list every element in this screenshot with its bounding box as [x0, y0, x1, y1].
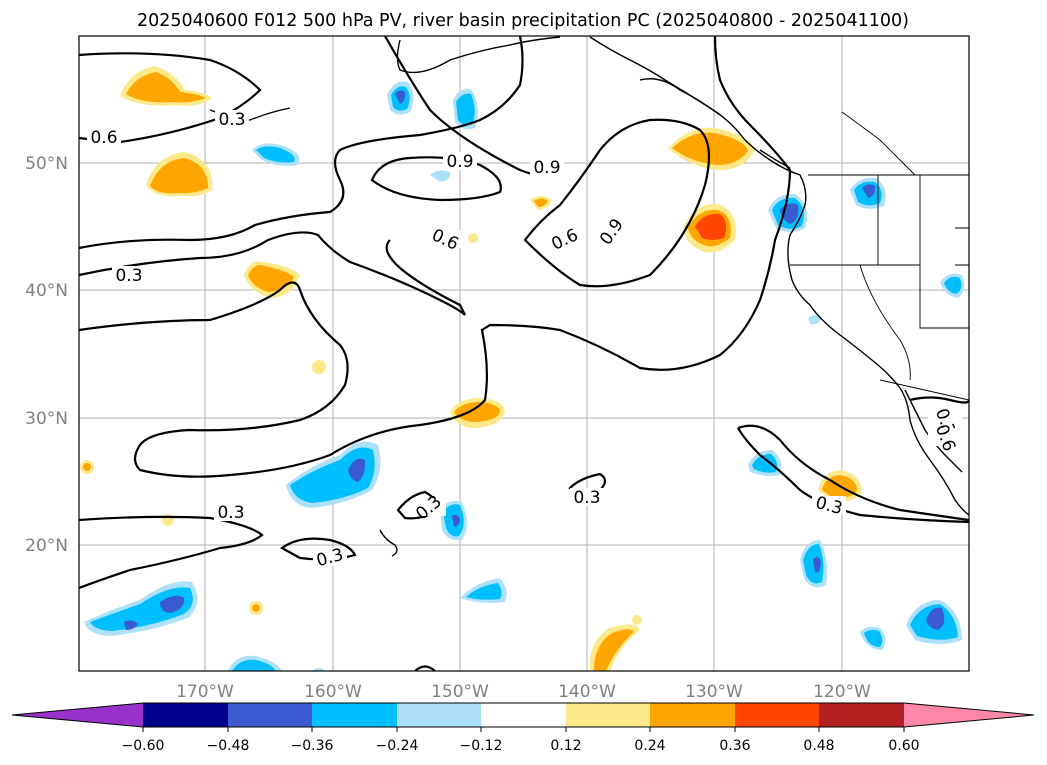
colorbar-ticks — [142, 727, 905, 732]
colorbar-segment — [566, 703, 650, 727]
map-frame — [78, 35, 970, 672]
map-background — [79, 36, 969, 671]
lon-label: 130°W — [685, 682, 743, 702]
colorbar-extend-left — [12, 703, 143, 727]
contour-south-edge — [414, 665, 436, 671]
colorbar-segment — [143, 703, 228, 727]
alaska-coast — [396, 36, 561, 74]
colorbar-extend-right — [904, 703, 1034, 727]
contour-0.6-east — [909, 396, 969, 404]
contour-label: 0.3 — [218, 110, 245, 130]
lat-label: 40°N — [25, 281, 68, 301]
state-border-4 — [859, 264, 911, 381]
contour-0.3-main — [79, 36, 792, 478]
contour-label: 0.3 — [217, 503, 244, 523]
colorbar-label: −0.12 — [460, 738, 503, 754]
borders — [790, 111, 969, 401]
negative-precip-area — [84, 81, 965, 671]
colorbar-segment — [650, 703, 735, 727]
contour-label: 0.9 — [533, 158, 560, 178]
colorbar-label: 0.60 — [888, 738, 919, 754]
contour-label: 0.6 — [90, 128, 117, 148]
contour-0.3-east-south — [737, 424, 969, 522]
contour-0.9-east — [523, 118, 711, 288]
colorbar-segment — [819, 703, 904, 727]
state-border-3 — [919, 175, 969, 329]
contour-0.3-east-south-b — [737, 427, 969, 524]
lon-label: 140°W — [558, 682, 616, 702]
longitude-labels: 170°W 160°W 150°W 140°W 130°W 120°W — [176, 682, 871, 702]
canada-inland — [841, 111, 916, 176]
contour-label: 0.3 — [573, 488, 600, 508]
colorbar: −0.60 −0.48 −0.36 −0.24 −0.12 0.12 0.24 … — [11, 702, 1035, 754]
colorbar-label: −0.24 — [376, 738, 419, 754]
colorbar-label: −0.60 — [122, 738, 165, 754]
lat-label: 50°N — [25, 154, 68, 174]
contour-label: 0.3 — [115, 266, 142, 286]
colorbar-segment — [735, 703, 819, 727]
contour-0.9-closed — [370, 156, 502, 202]
colorbar-label: −0.36 — [291, 738, 334, 754]
lon-label: 120°W — [813, 682, 871, 702]
contour-0.6-north — [79, 36, 524, 250]
colorbar-label: 0.48 — [803, 738, 834, 754]
hawaii-islands — [379, 529, 398, 557]
lon-label: 160°W — [304, 682, 362, 702]
lat-label: 20°N — [25, 536, 68, 556]
colorbar-segment — [228, 703, 312, 727]
colorbar-label: 0.24 — [634, 738, 665, 754]
state-border-5 — [955, 227, 969, 266]
colorbar-segment — [481, 703, 566, 727]
colorbar-labels: −0.60 −0.48 −0.36 −0.24 −0.12 0.12 0.24 … — [122, 738, 920, 754]
contour-0.3-south — [79, 515, 264, 590]
coastlines — [209, 36, 969, 557]
lat-label: 30°N — [25, 409, 68, 429]
us-mexico-border — [879, 379, 969, 401]
contour-label: 0.9 — [446, 152, 473, 172]
colorbar-label: 0.12 — [550, 738, 581, 754]
colorbar-label: −0.48 — [207, 738, 250, 754]
colorbar-label: 0.36 — [719, 738, 750, 754]
contour-0.6-mid — [79, 231, 466, 316]
colorbar-segment — [312, 703, 397, 727]
contour-labels: 0.6 0.3 0.9 0.9 0.6 0.6 0.9 0.3 0.3 0.3 — [87, 110, 962, 571]
colorbar-segment — [397, 703, 481, 727]
precip-blobs — [80, 66, 965, 671]
gulf-alaska-islands — [639, 78, 721, 116]
lon-label: 150°W — [431, 682, 489, 702]
lon-label: 170°W — [176, 682, 234, 702]
latitude-labels: 50°N 40°N 30°N 20°N — [25, 154, 68, 556]
map-panel: 0.6 0.3 0.9 0.9 0.6 0.6 0.9 0.3 0.3 0.3 — [78, 35, 970, 672]
map-title: 2025040600 F012 500 hPa PV, river basin … — [137, 11, 909, 31]
